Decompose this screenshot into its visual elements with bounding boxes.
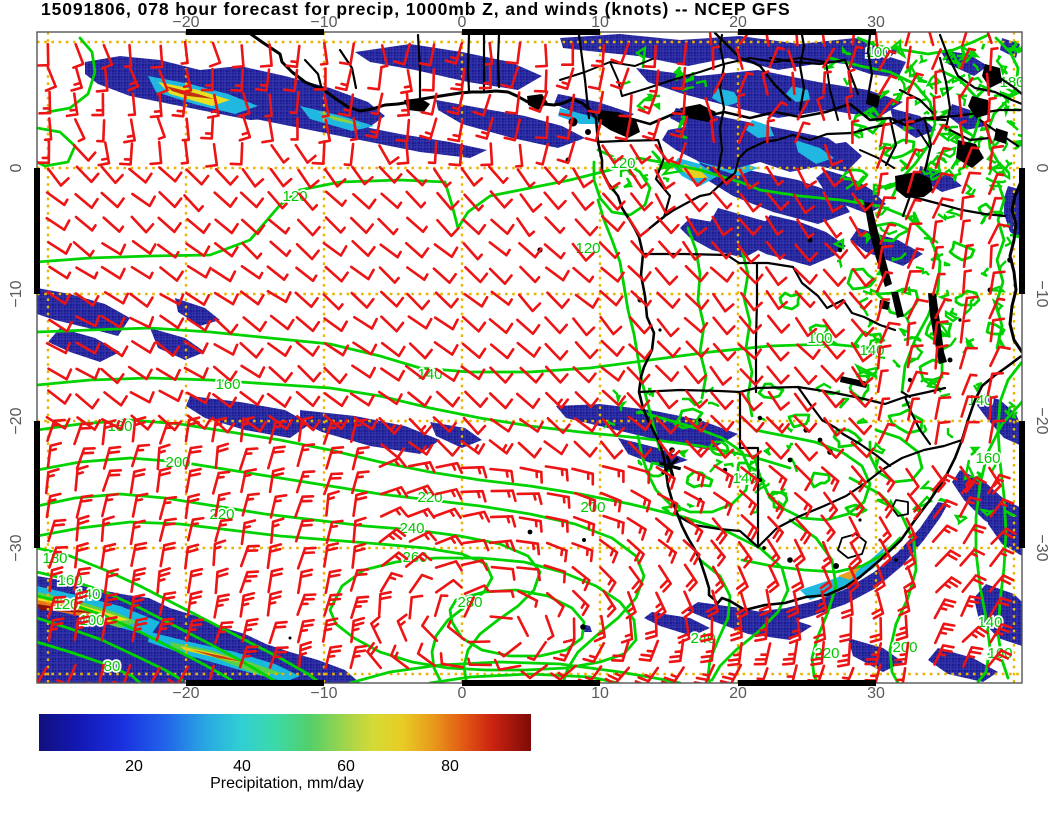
svg-text:200: 200 — [892, 639, 917, 656]
svg-text:−20: −20 — [172, 14, 199, 31]
svg-text:60: 60 — [337, 758, 355, 775]
svg-text:15091806, 078 hour forecast fo: 15091806, 078 hour forecast for precip, … — [41, 0, 791, 19]
svg-text:30: 30 — [867, 14, 885, 31]
svg-text:120: 120 — [53, 596, 78, 613]
svg-text:0: 0 — [458, 685, 467, 702]
svg-text:140: 140 — [417, 366, 442, 383]
svg-text:20: 20 — [729, 685, 747, 702]
svg-text:80: 80 — [104, 658, 121, 675]
svg-text:240: 240 — [399, 520, 424, 537]
svg-text:140: 140 — [75, 586, 100, 603]
svg-text:140: 140 — [977, 614, 1002, 631]
svg-text:80: 80 — [441, 758, 459, 775]
svg-text:Precipitation, mm/day: Precipitation, mm/day — [210, 775, 364, 792]
svg-text:160: 160 — [975, 450, 1000, 467]
svg-text:20: 20 — [125, 758, 143, 775]
svg-text:10: 10 — [591, 685, 609, 702]
svg-text:−10: −10 — [310, 685, 337, 702]
svg-text:120: 120 — [610, 155, 635, 172]
svg-text:−10: −10 — [8, 280, 25, 307]
svg-text:100: 100 — [807, 330, 832, 347]
svg-text:−20: −20 — [1033, 407, 1050, 434]
svg-text:−10: −10 — [1033, 280, 1050, 307]
svg-text:180: 180 — [42, 550, 67, 567]
svg-text:−20: −20 — [172, 685, 199, 702]
svg-text:10: 10 — [591, 14, 609, 31]
svg-text:40: 40 — [233, 758, 251, 775]
svg-text:−10: −10 — [310, 14, 337, 31]
svg-text:0: 0 — [8, 163, 25, 172]
svg-text:0: 0 — [458, 14, 467, 31]
svg-text:160: 160 — [215, 376, 240, 393]
svg-text:120: 120 — [282, 188, 307, 205]
svg-text:20: 20 — [729, 14, 747, 31]
svg-text:220: 220 — [417, 489, 442, 506]
svg-text:−30: −30 — [8, 534, 25, 561]
svg-text:−30: −30 — [1033, 534, 1050, 561]
svg-text:0: 0 — [1033, 164, 1050, 173]
svg-text:120: 120 — [575, 240, 600, 257]
svg-text:30: 30 — [867, 685, 885, 702]
svg-text:180: 180 — [999, 74, 1024, 91]
svg-text:−20: −20 — [8, 407, 25, 434]
